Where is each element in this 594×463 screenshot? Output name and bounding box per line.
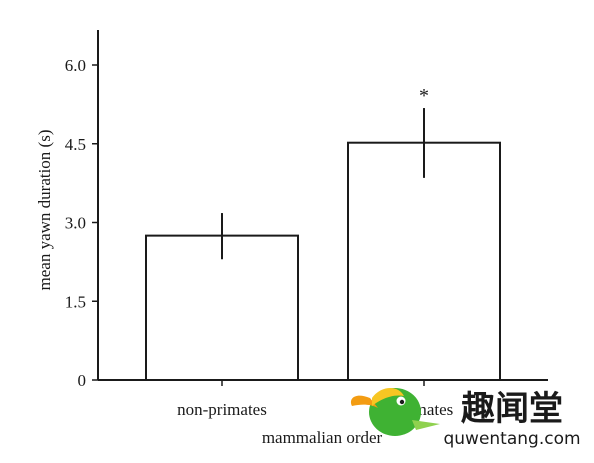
- bird-icon: [350, 387, 440, 436]
- watermark-logo: 趣闻堂 quwentang.com: [350, 387, 581, 449]
- significance-annotation: *: [419, 85, 429, 107]
- y-tick-label: 6.0: [65, 56, 86, 75]
- category-label: non-primates: [177, 400, 267, 419]
- bar: [145, 234, 299, 381]
- bars: [145, 108, 501, 381]
- y-tick-label: 3.0: [65, 214, 86, 233]
- y-tick-label: 4.5: [65, 135, 86, 154]
- y-tick-label: 1.5: [65, 292, 86, 311]
- watermark-url: quwentang.com: [443, 429, 580, 449]
- bar: [347, 141, 501, 381]
- y-tick-label: 0: [78, 371, 87, 390]
- x-axis-title: mammalian order: [262, 428, 383, 447]
- y-axis-title: mean yawn duration (s): [35, 130, 54, 291]
- watermark-title: 趣闻堂: [461, 389, 563, 429]
